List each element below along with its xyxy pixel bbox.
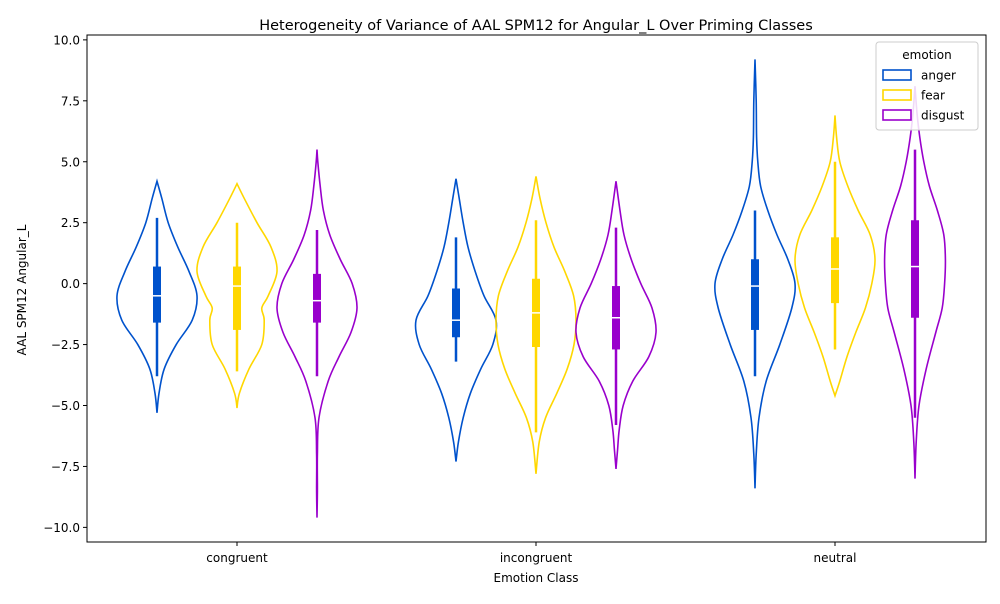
iqr-box bbox=[233, 266, 241, 330]
axes: −10.0 −7.5 −5.0 −2.5 0.0 2.5 5.0 7.5 10.0 congrue… bbox=[43, 33, 987, 565]
violin-outline bbox=[575, 181, 657, 469]
y-tick-label: 0.0 bbox=[61, 277, 80, 291]
legend-label-disgust: disgust bbox=[921, 109, 965, 123]
legend-title: emotion bbox=[902, 48, 951, 62]
plot-area bbox=[116, 59, 947, 518]
iqr-box bbox=[153, 266, 161, 323]
violin-outline bbox=[495, 176, 577, 474]
legend-box bbox=[875, 41, 979, 131]
y-tick-label: −7.5 bbox=[51, 460, 80, 474]
violin-fear-neutral bbox=[794, 115, 876, 399]
legend-swatch-disgust bbox=[882, 109, 912, 121]
legend-label-anger: anger bbox=[921, 69, 956, 83]
y-tick-label: 10.0 bbox=[53, 33, 80, 47]
violin-outline bbox=[414, 178, 498, 462]
violin-anger-neutral bbox=[714, 59, 796, 489]
y-tick-label: −10.0 bbox=[43, 521, 80, 535]
violin-disgust-congruent bbox=[276, 149, 358, 518]
y-tick-label: 7.5 bbox=[61, 94, 80, 108]
iqr-box bbox=[831, 237, 839, 304]
iqr-box bbox=[911, 220, 919, 318]
y-tick-label: 2.5 bbox=[61, 216, 80, 230]
chart-title: Heterogeneity of Variance of AAL SPM12 f… bbox=[259, 18, 813, 34]
violin-anger-incongruent bbox=[414, 178, 498, 462]
violin-fear-congruent bbox=[196, 181, 278, 409]
y-tick-label: −2.5 bbox=[51, 338, 80, 352]
legend-swatch-anger bbox=[882, 69, 912, 81]
legend-swatch-fear bbox=[882, 89, 912, 101]
x-axis-label: Emotion Class bbox=[494, 571, 579, 585]
violin-disgust-incongruent bbox=[575, 181, 657, 469]
violin-outline bbox=[196, 181, 278, 409]
x-tick-label: neutral bbox=[814, 551, 857, 565]
violin-fear-incongruent bbox=[495, 176, 577, 474]
violin-outline bbox=[714, 59, 796, 489]
y-tick-label: 5.0 bbox=[61, 155, 80, 169]
iqr-box bbox=[751, 259, 759, 330]
violin-outline bbox=[794, 115, 876, 399]
violin-outline bbox=[116, 178, 198, 413]
legend: emotion anger fear disgust bbox=[875, 41, 979, 131]
violin-disgust-neutral bbox=[883, 86, 947, 479]
y-axis-label: AAL SPM12 Angular_L bbox=[15, 224, 29, 355]
x-tick-label: congruent bbox=[206, 551, 268, 565]
violin-outline bbox=[276, 149, 358, 518]
iqr-box bbox=[452, 288, 460, 338]
violin-anger-congruent bbox=[116, 178, 198, 413]
y-tick-label: −5.0 bbox=[51, 399, 80, 413]
legend-label-fear: fear bbox=[921, 89, 945, 103]
x-tick-label: incongruent bbox=[500, 551, 573, 565]
iqr-box bbox=[313, 273, 321, 323]
